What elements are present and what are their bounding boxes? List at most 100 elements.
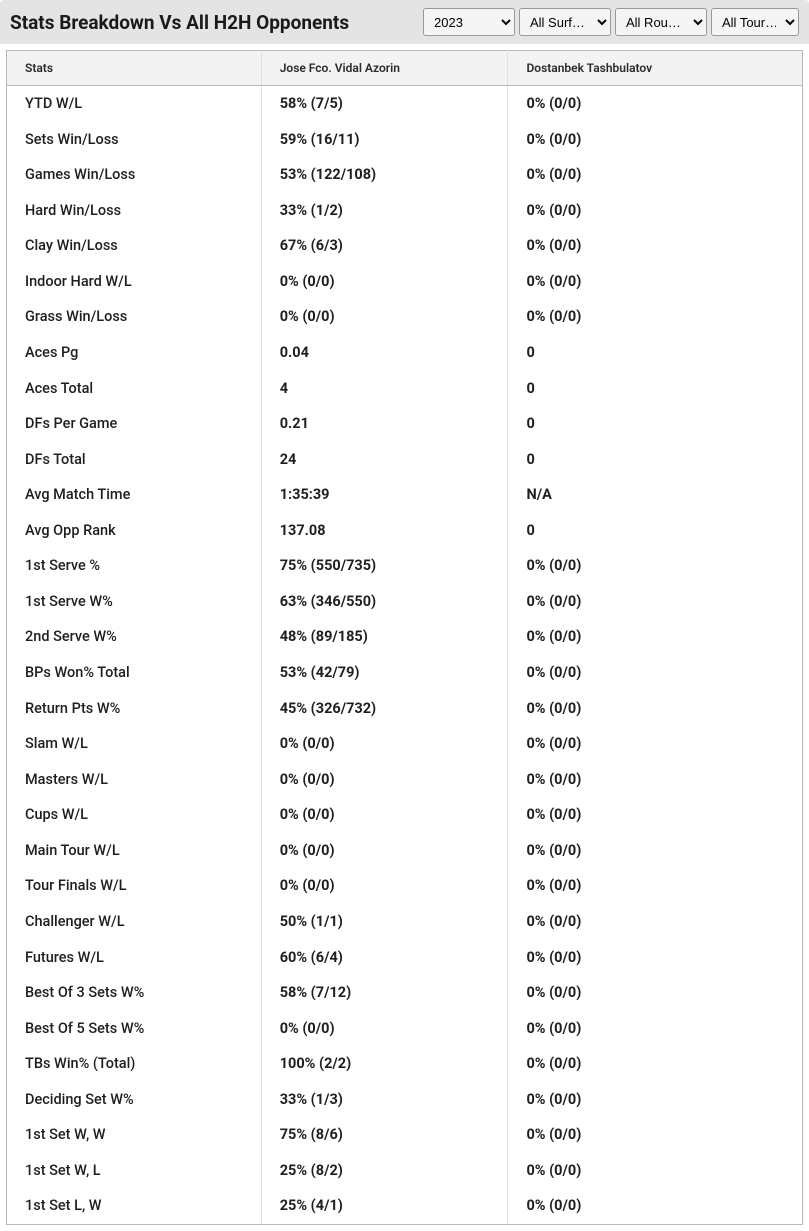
stat-value-cell: 0% (0/0): [261, 797, 508, 833]
stat-value-cell: 58% (7/12): [261, 975, 508, 1011]
stat-value-cell: 0% (0/0): [508, 904, 803, 940]
table-row: 1st Set W, L25% (8/2)0% (0/0): [7, 1153, 803, 1189]
table-row: Best Of 5 Sets W%0% (0/0)0% (0/0): [7, 1011, 803, 1047]
stat-value-cell: 0% (0/0): [508, 762, 803, 798]
stat-label-cell: Masters W/L: [7, 762, 262, 798]
header-bar: Stats Breakdown Vs All H2H Opponents 202…: [0, 0, 809, 44]
stat-value-cell: 0% (0/0): [508, 726, 803, 762]
stat-value-cell: 63% (346/550): [261, 584, 508, 620]
round-select[interactable]: All Rou…: [615, 8, 707, 36]
stat-value-cell: 100% (2/2): [261, 1046, 508, 1082]
stat-value-cell: 0.21: [261, 406, 508, 442]
table-row: Best Of 3 Sets W%58% (7/12)0% (0/0): [7, 975, 803, 1011]
stat-value-cell: 0: [508, 371, 803, 407]
stat-value-cell: 0% (0/0): [508, 691, 803, 727]
tour-select[interactable]: All Tour…: [711, 8, 799, 36]
table-row: Main Tour W/L0% (0/0)0% (0/0): [7, 833, 803, 869]
stat-value-cell: 0% (0/0): [508, 86, 803, 122]
stat-value-cell: 45% (326/732): [261, 691, 508, 727]
stat-label-cell: 2nd Serve W%: [7, 619, 262, 655]
surface-select[interactable]: All Surf…: [519, 8, 611, 36]
stat-label-cell: Cups W/L: [7, 797, 262, 833]
stat-value-cell: 0% (0/0): [508, 1082, 803, 1118]
stat-value-cell: 137.08: [261, 513, 508, 549]
stat-value-cell: 0% (0/0): [508, 193, 803, 229]
table-row: TBs Win% (Total)100% (2/2)0% (0/0): [7, 1046, 803, 1082]
stat-value-cell: 59% (16/11): [261, 122, 508, 158]
stat-value-cell: 0% (0/0): [508, 299, 803, 335]
col-header-player2: Dostanbek Tashbulatov: [508, 51, 803, 86]
stat-value-cell: 0% (0/0): [508, 797, 803, 833]
table-row: Masters W/L0% (0/0)0% (0/0): [7, 762, 803, 798]
stat-value-cell: 25% (8/2): [261, 1153, 508, 1189]
stat-value-cell: 75% (8/6): [261, 1117, 508, 1153]
table-header-row: Stats Jose Fco. Vidal Azorin Dostanbek T…: [7, 51, 803, 86]
stat-value-cell: 33% (1/3): [261, 1082, 508, 1118]
stat-value-cell: 0.04: [261, 335, 508, 371]
stat-label-cell: Indoor Hard W/L: [7, 264, 262, 300]
table-row: YTD W/L58% (7/5)0% (0/0): [7, 86, 803, 122]
table-row: DFs Total240: [7, 442, 803, 478]
stat-value-cell: 1:35:39: [261, 477, 508, 513]
stat-label-cell: Tour Finals W/L: [7, 868, 262, 904]
stat-label-cell: 1st Serve %: [7, 548, 262, 584]
stat-value-cell: 0% (0/0): [508, 122, 803, 158]
stat-label-cell: BPs Won% Total: [7, 655, 262, 691]
table-row: Games Win/Loss53% (122/108)0% (0/0): [7, 157, 803, 193]
year-select[interactable]: 2023: [423, 8, 515, 36]
stat-value-cell: 0: [508, 513, 803, 549]
table-row: 1st Serve W%63% (346/550)0% (0/0): [7, 584, 803, 620]
table-row: 2nd Serve W%48% (89/185)0% (0/0): [7, 619, 803, 655]
table-row: Aces Total40: [7, 371, 803, 407]
stat-label-cell: DFs Total: [7, 442, 262, 478]
stat-label-cell: Avg Opp Rank: [7, 513, 262, 549]
stat-value-cell: 0% (0/0): [261, 264, 508, 300]
stat-value-cell: 0: [508, 442, 803, 478]
col-header-player1: Jose Fco. Vidal Azorin: [261, 51, 508, 86]
table-row: BPs Won% Total53% (42/79)0% (0/0): [7, 655, 803, 691]
table-row: 1st Set W, W75% (8/6)0% (0/0): [7, 1117, 803, 1153]
stat-label-cell: Futures W/L: [7, 940, 262, 976]
stat-label-cell: Sets Win/Loss: [7, 122, 262, 158]
stat-label-cell: Hard Win/Loss: [7, 193, 262, 229]
table-row: Sets Win/Loss59% (16/11)0% (0/0): [7, 122, 803, 158]
stat-value-cell: 0% (0/0): [508, 940, 803, 976]
stat-value-cell: 0% (0/0): [261, 1011, 508, 1047]
table-container: Stats Jose Fco. Vidal Azorin Dostanbek T…: [0, 44, 809, 1231]
stat-value-cell: 0% (0/0): [508, 1011, 803, 1047]
stat-value-cell: N/A: [508, 477, 803, 513]
table-row: Challenger W/L50% (1/1)0% (0/0): [7, 904, 803, 940]
table-row: DFs Per Game0.210: [7, 406, 803, 442]
table-row: Clay Win/Loss67% (6/3)0% (0/0): [7, 228, 803, 264]
stat-value-cell: 24: [261, 442, 508, 478]
stat-value-cell: 0% (0/0): [508, 655, 803, 691]
table-row: Indoor Hard W/L0% (0/0)0% (0/0): [7, 264, 803, 300]
stat-value-cell: 0% (0/0): [508, 548, 803, 584]
stat-label-cell: Clay Win/Loss: [7, 228, 262, 264]
stat-value-cell: 0: [508, 335, 803, 371]
table-row: Return Pts W%45% (326/732)0% (0/0): [7, 691, 803, 727]
stat-value-cell: 0% (0/0): [508, 868, 803, 904]
stat-value-cell: 60% (6/4): [261, 940, 508, 976]
stat-label-cell: Grass Win/Loss: [7, 299, 262, 335]
table-row: Cups W/L0% (0/0)0% (0/0): [7, 797, 803, 833]
stat-value-cell: 0% (0/0): [508, 833, 803, 869]
stat-value-cell: 0% (0/0): [261, 726, 508, 762]
stat-value-cell: 48% (89/185): [261, 619, 508, 655]
stat-label-cell: Avg Match Time: [7, 477, 262, 513]
table-row: 1st Set L, W25% (4/1)0% (0/0): [7, 1188, 803, 1224]
stat-value-cell: 58% (7/5): [261, 86, 508, 122]
stat-label-cell: Games Win/Loss: [7, 157, 262, 193]
table-row: Slam W/L0% (0/0)0% (0/0): [7, 726, 803, 762]
stat-value-cell: 0% (0/0): [508, 228, 803, 264]
table-row: Deciding Set W%33% (1/3)0% (0/0): [7, 1082, 803, 1118]
stat-value-cell: 0% (0/0): [508, 1188, 803, 1224]
stat-label-cell: 1st Serve W%: [7, 584, 262, 620]
stat-value-cell: 0% (0/0): [508, 157, 803, 193]
stat-value-cell: 0% (0/0): [261, 762, 508, 798]
table-row: Grass Win/Loss0% (0/0)0% (0/0): [7, 299, 803, 335]
stat-label-cell: 1st Set W, L: [7, 1153, 262, 1189]
stat-label-cell: YTD W/L: [7, 86, 262, 122]
stat-label-cell: Challenger W/L: [7, 904, 262, 940]
stat-value-cell: 0% (0/0): [508, 1046, 803, 1082]
